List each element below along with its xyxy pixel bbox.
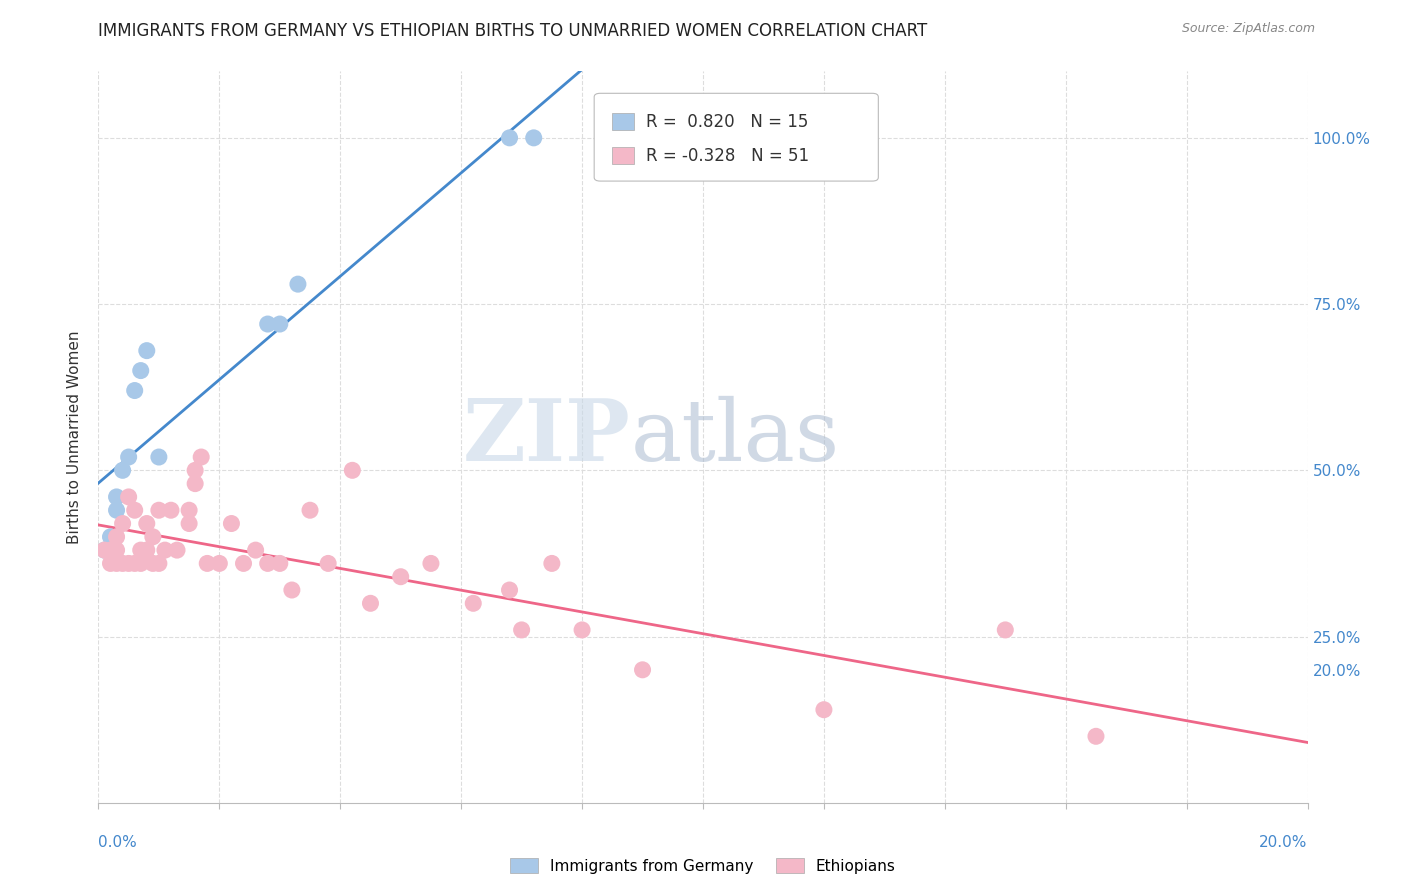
Text: 0.0%: 0.0% [98, 836, 138, 850]
Point [100, 543, 122, 558]
Point [420, 557, 443, 571]
Point [124, 503, 146, 517]
Point [571, 623, 593, 637]
Point [179, 516, 201, 531]
Text: Source: ZipAtlas.com: Source: ZipAtlas.com [1181, 22, 1315, 36]
Point [269, 317, 291, 331]
Point [93, 543, 115, 558]
Point [232, 557, 254, 571]
Point [179, 503, 201, 517]
Point [105, 557, 128, 571]
Point [124, 384, 146, 398]
Point [166, 543, 188, 558]
Point [813, 703, 835, 717]
Point [342, 463, 364, 477]
Point [540, 557, 562, 571]
Point [111, 516, 134, 531]
Point [142, 530, 165, 544]
Point [93, 543, 115, 558]
Point [129, 557, 152, 571]
FancyBboxPatch shape [595, 94, 879, 181]
Point [184, 476, 207, 491]
Point [208, 557, 231, 571]
Point [105, 490, 128, 504]
Point [287, 277, 309, 292]
Point [256, 317, 278, 331]
Point [994, 623, 1017, 637]
Point [118, 490, 141, 504]
Text: 20.0%: 20.0% [1260, 836, 1308, 850]
Point [111, 463, 134, 477]
Point [153, 543, 176, 558]
Point [256, 557, 278, 571]
Point [510, 623, 533, 637]
Point [195, 557, 218, 571]
Point [118, 557, 141, 571]
Point [118, 450, 141, 464]
Text: atlas: atlas [630, 395, 839, 479]
Point [184, 463, 207, 477]
Text: R =  0.820   N = 15: R = 0.820 N = 15 [647, 112, 808, 131]
Point [221, 516, 243, 531]
Point [105, 503, 128, 517]
Point [129, 543, 152, 558]
Point [1085, 729, 1108, 743]
Text: R = -0.328   N = 51: R = -0.328 N = 51 [647, 147, 810, 165]
Y-axis label: Births to Unmarried Women: Births to Unmarried Women [67, 330, 83, 544]
Point [135, 516, 157, 531]
Point [135, 343, 157, 358]
Point [389, 570, 412, 584]
Point [160, 503, 183, 517]
FancyBboxPatch shape [613, 112, 634, 130]
Point [148, 503, 170, 517]
Point [148, 557, 170, 571]
Point [631, 663, 654, 677]
Point [124, 557, 146, 571]
Point [281, 582, 304, 597]
Point [105, 543, 128, 558]
FancyBboxPatch shape [613, 147, 634, 164]
Text: ZIP: ZIP [463, 395, 630, 479]
Point [498, 582, 520, 597]
Point [523, 131, 546, 145]
Point [245, 543, 267, 558]
Point [142, 557, 165, 571]
Point [360, 596, 382, 610]
Point [463, 596, 485, 610]
Legend: Immigrants from Germany, Ethiopians: Immigrants from Germany, Ethiopians [505, 852, 901, 880]
Point [105, 530, 128, 544]
Point [316, 557, 339, 571]
Point [299, 503, 322, 517]
Point [129, 363, 152, 377]
Point [190, 450, 212, 464]
Point [148, 450, 170, 464]
Point [100, 557, 122, 571]
Point [100, 530, 122, 544]
Text: IMMIGRANTS FROM GERMANY VS ETHIOPIAN BIRTHS TO UNMARRIED WOMEN CORRELATION CHART: IMMIGRANTS FROM GERMANY VS ETHIOPIAN BIR… [98, 22, 928, 40]
Point [111, 557, 134, 571]
Point [135, 543, 157, 558]
Point [269, 557, 291, 571]
Point [498, 131, 520, 145]
